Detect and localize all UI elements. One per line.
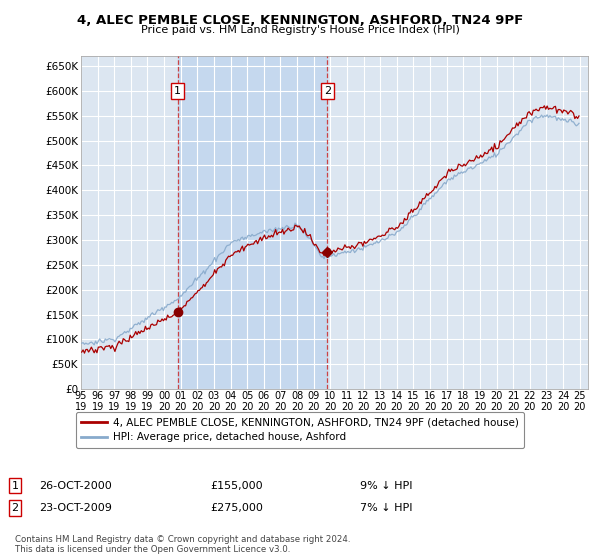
Text: 23-OCT-2009: 23-OCT-2009 — [39, 503, 112, 513]
Text: Contains HM Land Registry data © Crown copyright and database right 2024.
This d: Contains HM Land Registry data © Crown c… — [15, 535, 350, 554]
Legend: 4, ALEC PEMBLE CLOSE, KENNINGTON, ASHFORD, TN24 9PF (detached house), HPI: Avera: 4, ALEC PEMBLE CLOSE, KENNINGTON, ASHFOR… — [76, 412, 524, 447]
Text: 4, ALEC PEMBLE CLOSE, KENNINGTON, ASHFORD, TN24 9PF: 4, ALEC PEMBLE CLOSE, KENNINGTON, ASHFOR… — [77, 14, 523, 27]
Text: 9% ↓ HPI: 9% ↓ HPI — [360, 480, 413, 491]
Text: 2: 2 — [324, 86, 331, 96]
Text: £155,000: £155,000 — [210, 480, 263, 491]
Text: 1: 1 — [174, 86, 181, 96]
Text: 1: 1 — [11, 480, 19, 491]
Bar — [178, 56, 328, 389]
Text: 26-OCT-2000: 26-OCT-2000 — [39, 480, 112, 491]
Text: £275,000: £275,000 — [210, 503, 263, 513]
Text: 2: 2 — [11, 503, 19, 513]
Text: Price paid vs. HM Land Registry's House Price Index (HPI): Price paid vs. HM Land Registry's House … — [140, 25, 460, 35]
Text: 7% ↓ HPI: 7% ↓ HPI — [360, 503, 413, 513]
